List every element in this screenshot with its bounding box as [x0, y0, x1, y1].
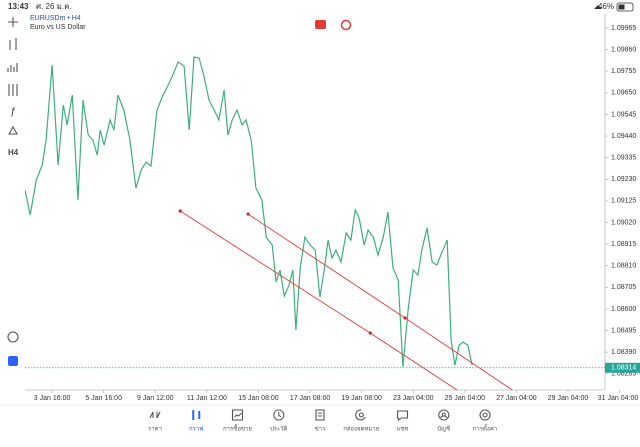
status-time: 13:43: [8, 2, 29, 11]
x-tick-label: 3 Jan 16:00: [34, 395, 71, 402]
nav-item[interactable]: กล่องจดหมาย: [343, 409, 379, 433]
y-tick-label: 1.09020: [611, 219, 636, 226]
nav-icon: [438, 409, 450, 421]
nav-item[interactable]: กราฟ: [189, 410, 203, 433]
y-tick-label: 1.08600: [611, 306, 636, 313]
nav-item[interactable]: ข่าว: [315, 409, 326, 433]
nav-icon: [315, 409, 325, 421]
nav-label: ราคา: [148, 426, 162, 433]
y-tick-label: 1.08285: [611, 371, 636, 378]
y-tick-label: 1.08810: [611, 263, 636, 270]
y-tick-label: 1.09230: [611, 176, 636, 183]
nav-label: แชท: [397, 426, 409, 433]
settings-tool[interactable]: [8, 84, 18, 96]
y-tick-label: 1.09650: [611, 90, 636, 97]
nav-label: กราฟ: [189, 426, 203, 433]
x-tick-label: 9 Jan 12:00: [137, 395, 174, 402]
nav-label: บัญชี: [437, 425, 450, 433]
nav-item[interactable]: การตั้งค่า: [473, 409, 497, 433]
nav-item[interactable]: การซื้อขาย: [223, 409, 252, 433]
nav-label: การตั้งค่า: [473, 423, 497, 433]
battery-text: 46%: [598, 2, 614, 11]
left-toolbar: ƒ H4: [7, 17, 19, 366]
nav-icon: [231, 409, 244, 421]
y-tick-label: 1.09965: [611, 25, 636, 32]
nav-label: กล่องจดหมาย: [343, 426, 379, 433]
x-tick-label: 15 Jan 08:00: [238, 395, 279, 402]
x-tick-label: 5 Jan 16:00: [85, 395, 122, 402]
x-tick-label: 29 Jan 04:00: [548, 395, 589, 402]
x-tick-label: 23 Jan 04:00: [393, 395, 434, 402]
wifi-icon: [594, 5, 602, 9]
oneclick-icon[interactable]: [7, 331, 19, 343]
y-tick-label: 1.09335: [611, 155, 636, 162]
nav-item[interactable]: ประวัติ: [270, 409, 288, 433]
battery-level: [618, 4, 625, 10]
y-tick-label: 1.09545: [611, 111, 636, 118]
nav-icon: [396, 410, 409, 422]
nav-label: ประวัติ: [270, 426, 288, 433]
trendline-handle: [368, 331, 372, 335]
nav-item[interactable]: แชท: [396, 410, 409, 433]
y-tick-label: 1.09755: [611, 68, 636, 75]
function-tool[interactable]: ƒ: [10, 107, 16, 118]
nav-icon: [273, 409, 285, 421]
nav-icon: [355, 409, 366, 421]
y-tick-label: 1.08495: [611, 327, 636, 334]
x-tick-label: 31 Jan 04:00: [598, 395, 639, 402]
symbol-subtitle: Euro vs US Dollar: [30, 24, 86, 31]
candle-tool[interactable]: [9, 38, 17, 50]
battery-icon: [616, 2, 634, 12]
y-tick-label: 1.09860: [611, 46, 636, 53]
plot-area: [25, 56, 514, 390]
trendline-handle: [246, 212, 250, 216]
app-icon[interactable]: [8, 356, 18, 366]
nav-item[interactable]: ราคา: [148, 411, 162, 433]
current-price-tag: [605, 362, 640, 373]
y-tick-label: 1.09125: [611, 198, 636, 205]
objects-tool[interactable]: [8, 125, 18, 135]
sell-button[interactable]: [315, 20, 326, 29]
nav-item[interactable]: บัญชี: [437, 409, 450, 433]
y-tick-label: 1.08705: [611, 284, 636, 291]
nav-icon: [479, 409, 491, 421]
x-tick-label: 17 Jan 08:00: [290, 395, 331, 402]
trendline-handle: [403, 316, 407, 320]
x-tick-label: 27 Jan 04:00: [496, 395, 537, 402]
price-line: [25, 56, 473, 368]
current-price-label: 1.08314: [611, 365, 636, 372]
nav-icon: [192, 410, 201, 420]
x-tick-label: 25 Jan 04:00: [445, 395, 486, 402]
trendline-handle: [178, 209, 182, 213]
symbol-title: EURUSDm • H4: [30, 15, 81, 22]
nav-label: ข่าว: [315, 426, 326, 433]
y-tick-label: 1.08390: [611, 349, 636, 356]
x-tick-label: 19 Jan 08:00: [341, 395, 382, 402]
nav-icon: [149, 411, 161, 419]
indicator-tool[interactable]: [7, 63, 18, 72]
x-tick-label: 11 Jan 12:00: [187, 395, 227, 402]
y-tick-label: 1.09440: [611, 133, 636, 140]
timeframe-button[interactable]: H4: [8, 148, 19, 157]
buy-button[interactable]: [340, 19, 352, 31]
y-tick-label: 1.08915: [611, 241, 636, 248]
crosshair-tool[interactable]: [8, 17, 18, 27]
status-date: ศ. 26 ม.ค.: [36, 2, 72, 11]
nav-label: การซื้อขาย: [223, 423, 252, 433]
